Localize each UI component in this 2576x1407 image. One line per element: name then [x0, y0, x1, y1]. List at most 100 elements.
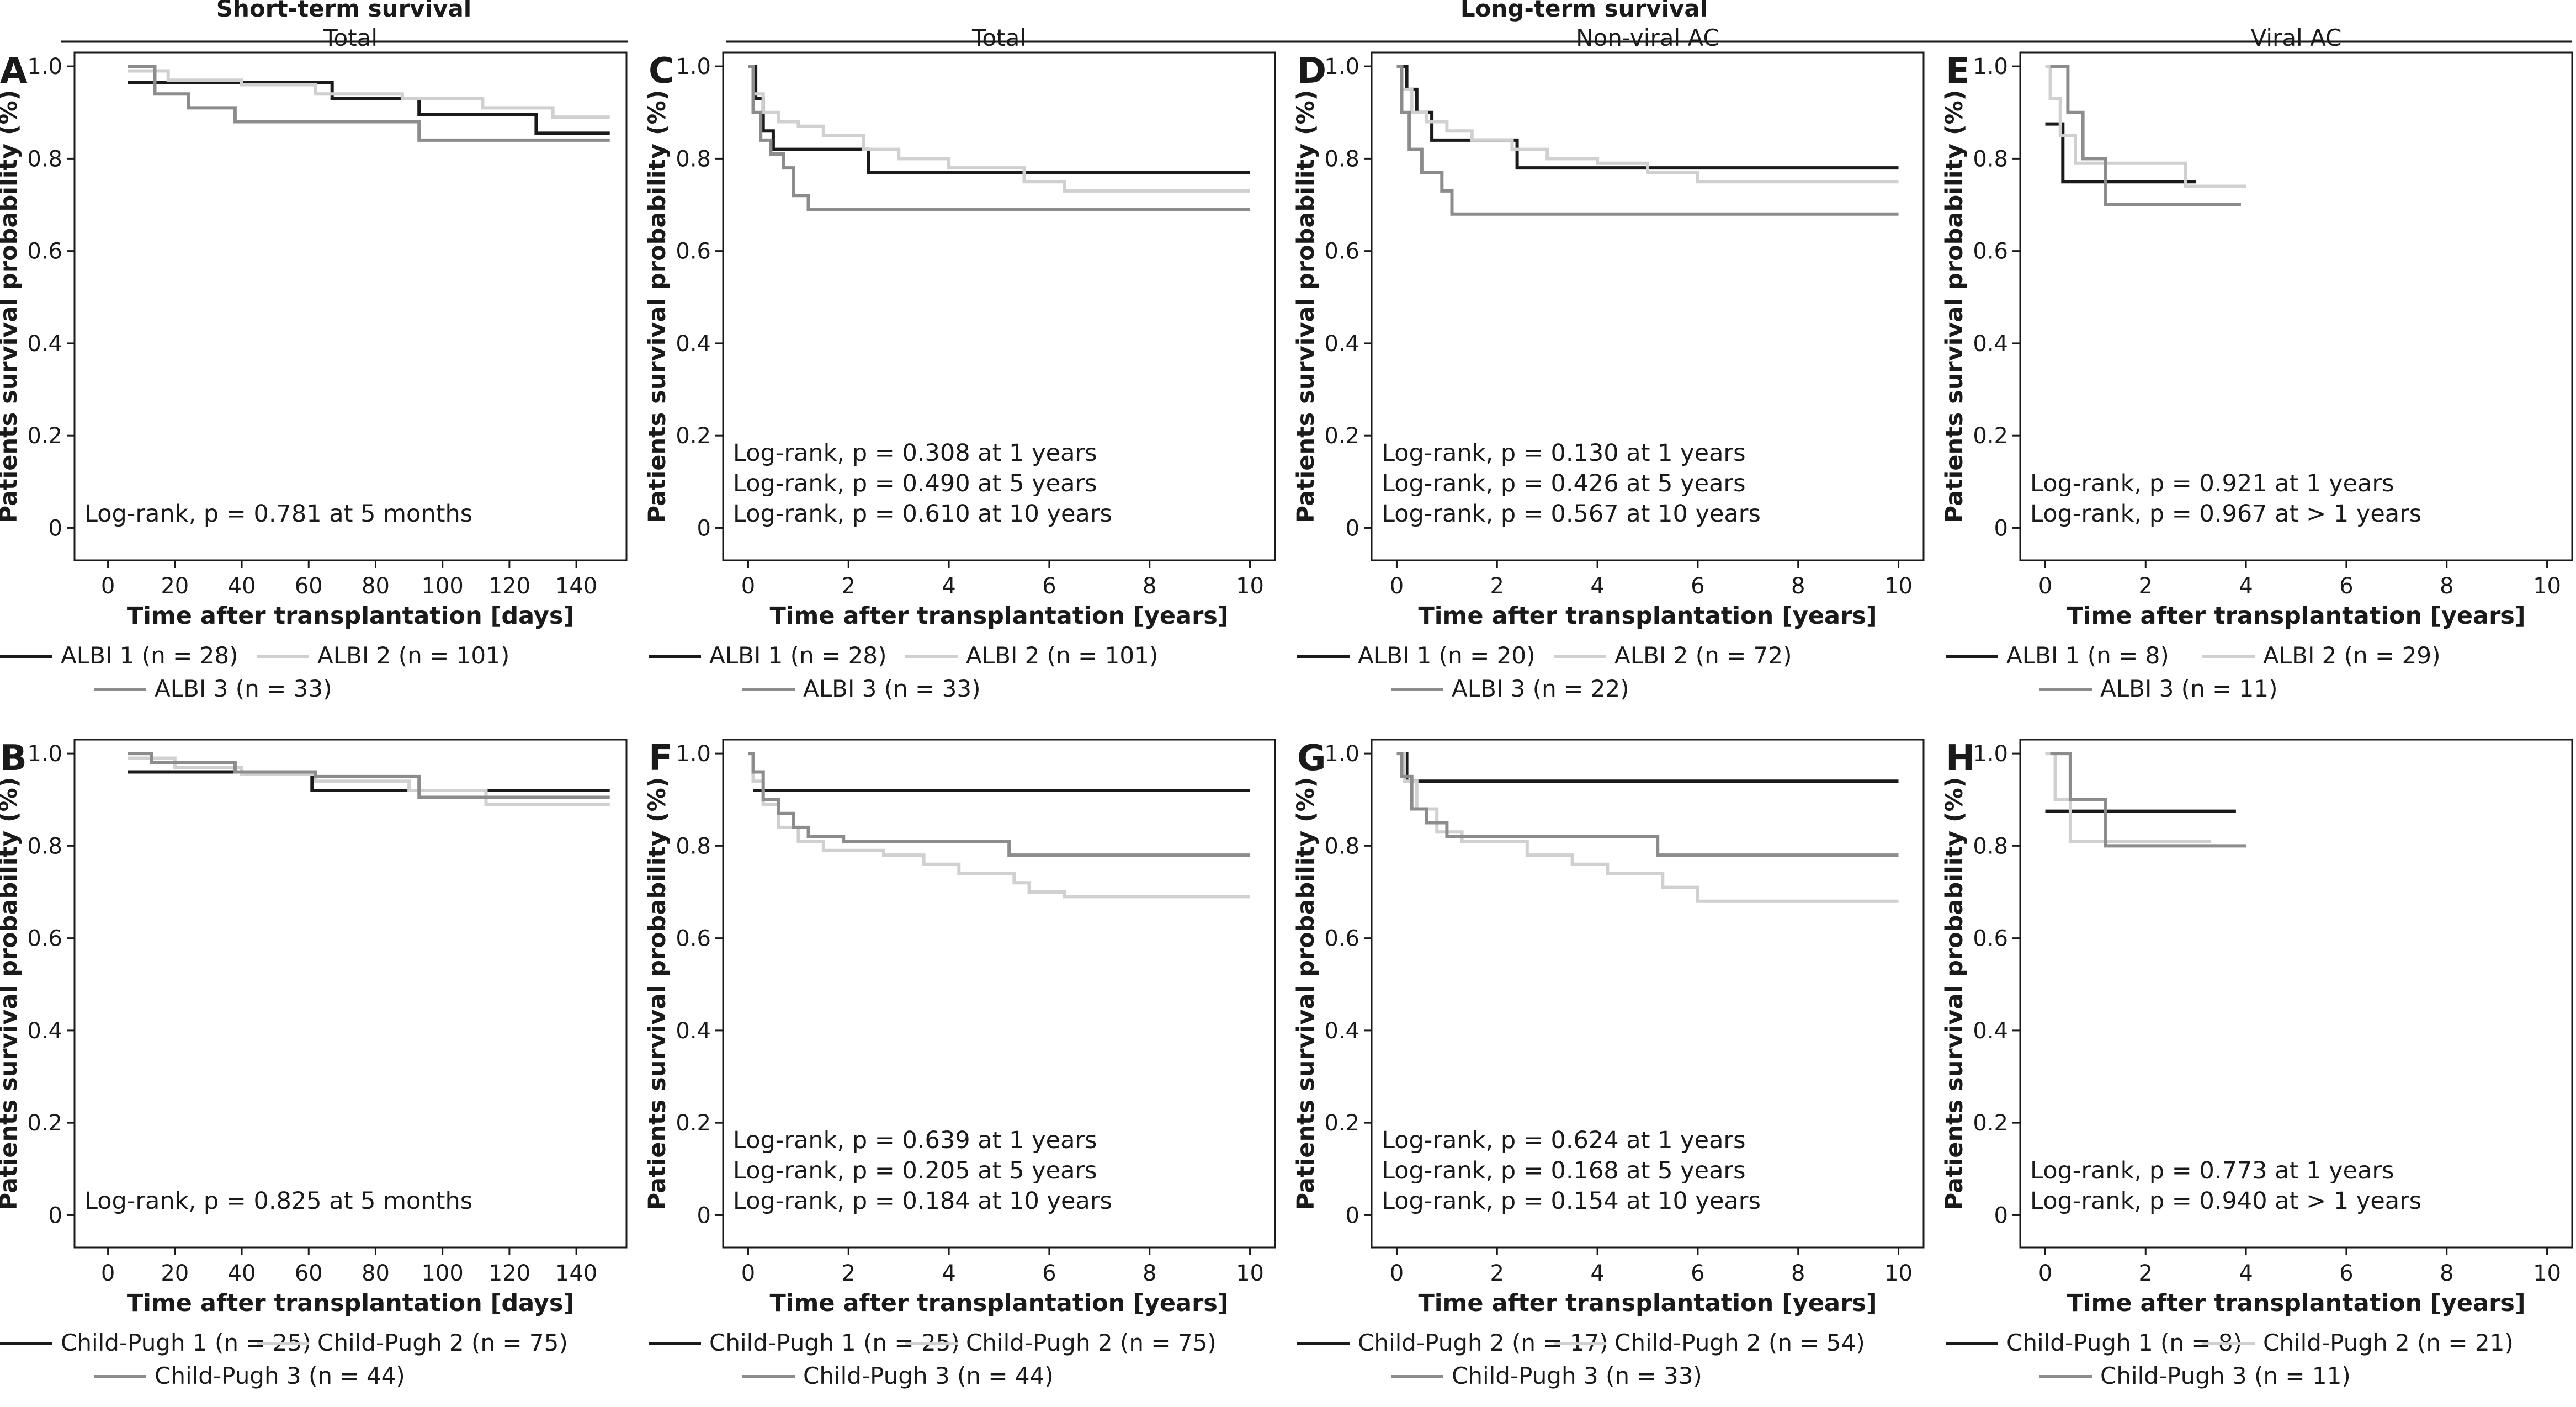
y-tick-label: 0.6: [676, 926, 711, 952]
x-tick-label: 6: [1691, 1261, 1704, 1286]
logrank-annotation: Log-rank, p = 0.940 at > 1 years: [2030, 1187, 2421, 1215]
x-tick-label: 10: [1236, 574, 1264, 599]
panel-title: Viral AC: [2251, 24, 2342, 51]
logrank-annotation: Log-rank, p = 0.490 at 5 years: [733, 470, 1097, 497]
legend-label-3: ALBI 3 (n = 33): [155, 675, 332, 702]
y-tick-label: 0.6: [1324, 926, 1359, 952]
logrank-annotation: Log-rank, p = 0.130 at 1 years: [1382, 439, 1746, 467]
logrank-annotation: Log-rank, p = 0.825 at 5 months: [84, 1187, 472, 1215]
y-tick-label: 0.8: [1324, 146, 1359, 172]
y-tick-label: 0.4: [1324, 1018, 1359, 1044]
y-tick-label: 1.0: [676, 741, 711, 767]
logrank-annotation: Log-rank, p = 0.921 at 1 years: [2030, 470, 2394, 497]
x-tick-label: 4: [2239, 1261, 2253, 1286]
y-tick-label: 0: [697, 516, 711, 541]
legend-label-1: ALBI 1 (n = 28): [61, 642, 238, 669]
x-tick-label: 0: [741, 574, 755, 599]
panel-title: Total: [323, 24, 378, 51]
survival-curve-1: [748, 65, 1250, 174]
legend-label-3: ALBI 3 (n = 11): [2100, 675, 2277, 702]
long-term-header: Long-term survival: [1460, 0, 1708, 22]
y-tick-label: 0.6: [1973, 239, 2008, 264]
x-tick-label: 40: [228, 574, 256, 599]
x-tick-label: 0: [1390, 1261, 1404, 1286]
y-tick-label: 1.0: [1973, 54, 2008, 79]
y-tick-label: 0.2: [27, 423, 62, 449]
y-tick-label: 0: [49, 516, 62, 541]
y-tick-label: 1.0: [27, 741, 62, 767]
y-tick-label: 0: [697, 1203, 711, 1228]
panel-letter: E: [1946, 51, 1970, 92]
x-tick-label: 10: [2533, 574, 2561, 599]
x-tick-label: 0: [2038, 574, 2052, 599]
y-axis-label: Patients survival probability (%): [0, 777, 23, 1210]
plot-frame: [1371, 51, 1925, 561]
panel-letter: A: [0, 51, 28, 92]
y-tick-label: 0.2: [1973, 1111, 2008, 1136]
y-tick-label: 0.4: [676, 331, 711, 357]
x-tick-label: 6: [1691, 574, 1704, 599]
y-tick-label: 0: [1994, 516, 2008, 541]
y-axis-label: Patients survival probability (%): [0, 90, 23, 523]
x-axis-label: Time after transplantation [days]: [127, 602, 574, 630]
survival-curve-1: [2045, 122, 2196, 184]
x-tick-label: 100: [421, 1261, 463, 1286]
x-tick-label: 40: [228, 1261, 256, 1286]
y-tick-label: 0.4: [27, 1018, 62, 1044]
panel-C: C Total 0 0.2 0.4 0.6 0.8 1.0 0 2 4 6 8 10 Time after …: [644, 24, 1276, 702]
x-tick-label: 2: [842, 574, 856, 599]
x-tick-label: 120: [488, 574, 530, 599]
x-tick-label: 6: [2339, 574, 2353, 599]
y-tick-label: 0.8: [27, 146, 62, 172]
y-tick-label: 0.6: [1973, 926, 2008, 952]
y-tick-label: 0: [1346, 516, 1359, 541]
panel-letter: D: [1297, 51, 1326, 92]
survival-curve-1: [1396, 65, 1899, 170]
logrank-annotation: Log-rank, p = 0.624 at 1 years: [1382, 1127, 1746, 1154]
x-tick-label: 80: [362, 574, 390, 599]
y-axis-label: Patients survival probability (%): [1941, 90, 1968, 523]
legend-label-2: ALBI 2 (n = 101): [317, 642, 509, 669]
y-tick-label: 0.6: [27, 926, 62, 952]
survival-curve-3: [748, 752, 1250, 857]
x-tick-label: 6: [2339, 1261, 2353, 1286]
x-tick-label: 8: [1791, 1261, 1805, 1286]
y-tick-label: 0.2: [676, 1111, 711, 1136]
x-tick-label: 0: [1390, 574, 1404, 599]
x-tick-label: 10: [1884, 1261, 1913, 1286]
survival-curve-2: [748, 65, 1250, 193]
y-tick-label: 0: [1994, 1203, 2008, 1228]
y-tick-label: 1.0: [676, 54, 711, 79]
x-tick-label: 140: [555, 1261, 597, 1286]
x-tick-label: 10: [1236, 1261, 1264, 1286]
panel-letter: C: [649, 51, 674, 92]
x-tick-label: 60: [295, 1261, 323, 1286]
legend-label-1: ALBI 1 (n = 20): [1358, 642, 1535, 669]
x-tick-label: 4: [1590, 574, 1604, 599]
legend-label-2: ALBI 2 (n = 101): [966, 642, 1158, 669]
legend-label-2: Child-Pugh 2 (n = 75): [966, 1329, 1217, 1356]
y-tick-label: 0.4: [27, 331, 62, 357]
x-axis-label: Time after transplantation [years]: [2067, 602, 2525, 630]
x-tick-label: 8: [2440, 1261, 2453, 1286]
survival-curve-2: [1396, 65, 1899, 184]
x-tick-label: 8: [1143, 574, 1156, 599]
plot-frame: [73, 739, 628, 1249]
logrank-annotation: Log-rank, p = 0.205 at 5 years: [733, 1157, 1097, 1185]
logrank-annotation: Log-rank, p = 0.781 at 5 months: [84, 500, 472, 528]
x-tick-label: 2: [2139, 1261, 2153, 1286]
logrank-annotation: Log-rank, p = 0.610 at 10 years: [733, 500, 1112, 528]
y-tick-label: 0.8: [1324, 833, 1359, 859]
plot-frame: [2019, 739, 2573, 1249]
plot-frame: [2019, 51, 2573, 561]
legend-label-3: Child-Pugh 3 (n = 11): [2100, 1362, 2351, 1389]
x-tick-label: 4: [942, 1261, 955, 1286]
survival-curve-2: [1396, 752, 1899, 903]
survival-curve-3: [2050, 65, 2241, 206]
x-axis-label: Time after transplantation [years]: [2067, 1289, 2525, 1317]
x-tick-label: 8: [1143, 1261, 1156, 1286]
legend-label-3: Child-Pugh 3 (n = 44): [803, 1362, 1054, 1389]
panel-E: E Viral AC 0 0.2 0.4 0.6 0.8 1.0 0 2 4 6 8 10 Time aft…: [1941, 24, 2573, 702]
legend-label-3: Child-Pugh 3 (n = 33): [1452, 1362, 1702, 1389]
